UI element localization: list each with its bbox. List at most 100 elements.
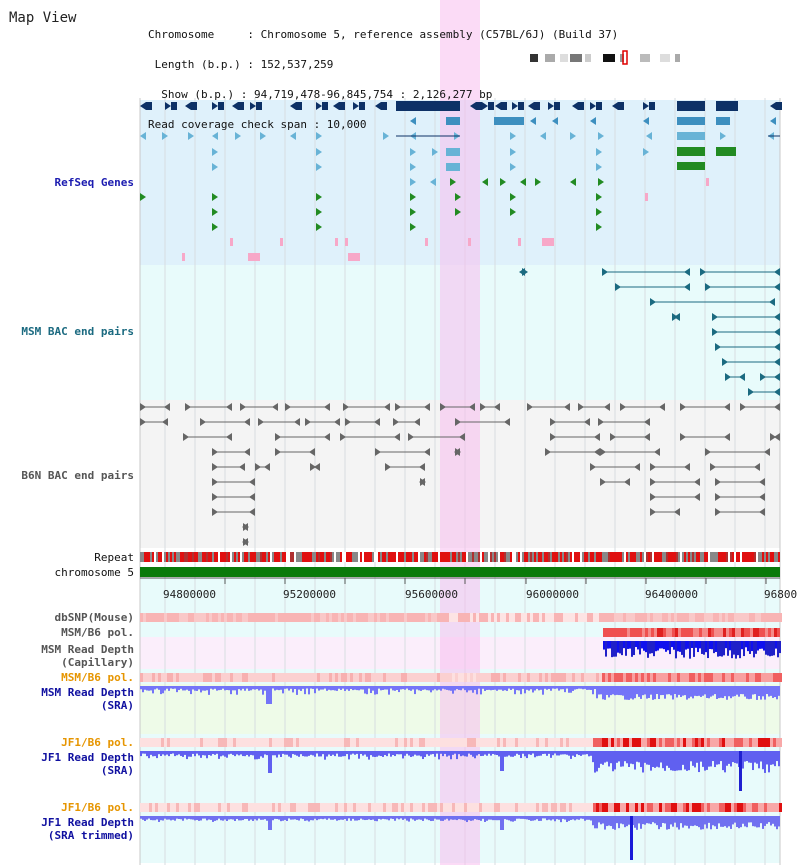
bac-end[interactable] — [739, 373, 745, 381]
bac-end[interactable] — [164, 403, 170, 411]
gene-arrow[interactable] — [188, 132, 194, 140]
gene-arrow[interactable] — [570, 132, 576, 140]
bac-end[interactable] — [774, 328, 780, 336]
bac-end[interactable] — [615, 283, 621, 291]
bac-end[interactable] — [334, 418, 340, 426]
gene-arrow[interactable] — [643, 102, 649, 110]
bac-end[interactable] — [374, 418, 380, 426]
gene-arrow[interactable] — [235, 132, 241, 140]
gene-arrow[interactable] — [590, 102, 596, 110]
bac-end[interactable] — [659, 403, 665, 411]
bac-end[interactable] — [272, 403, 278, 411]
bac-end[interactable] — [754, 463, 760, 471]
bac-end[interactable] — [395, 403, 401, 411]
gene-arrow[interactable] — [410, 208, 416, 216]
gene-arrow[interactable] — [530, 117, 536, 125]
gene-arrow[interactable] — [212, 102, 218, 110]
gene-arrow[interactable] — [643, 117, 649, 125]
gene-arrow[interactable] — [552, 117, 558, 125]
gene-arrow[interactable] — [455, 208, 461, 216]
bac-end[interactable] — [712, 328, 718, 336]
bac-end[interactable] — [345, 418, 351, 426]
gene-arrow[interactable] — [590, 117, 596, 125]
bac-end[interactable] — [769, 298, 775, 306]
track-label-msm-pol-2[interactable]: MSM/B6 pol. — [61, 671, 134, 684]
bac-end[interactable] — [459, 433, 465, 441]
bac-end[interactable] — [694, 493, 700, 501]
bac-end[interactable] — [419, 463, 425, 471]
gene-arrow[interactable] — [316, 193, 322, 201]
gene-arrow[interactable] — [333, 102, 339, 110]
bac-end[interactable] — [770, 433, 776, 441]
bac-end[interactable] — [469, 403, 475, 411]
bac-end[interactable] — [384, 403, 390, 411]
bac-end[interactable] — [712, 313, 718, 321]
bac-end[interactable] — [212, 508, 218, 516]
bac-end[interactable] — [424, 403, 430, 411]
bac-end[interactable] — [550, 418, 556, 426]
bac-end[interactable] — [725, 373, 731, 381]
gene-arrow[interactable] — [548, 102, 554, 110]
gene-arrow[interactable] — [510, 193, 516, 201]
gene-arrow[interactable] — [596, 163, 602, 171]
bac-end[interactable] — [226, 433, 232, 441]
gene-arrow[interactable] — [212, 148, 218, 156]
gene-arrow[interactable] — [316, 148, 322, 156]
bac-end[interactable] — [212, 493, 218, 501]
gene-arrow[interactable] — [410, 148, 416, 156]
bac-end[interactable] — [700, 268, 706, 276]
bac-end[interactable] — [285, 403, 291, 411]
bac-end[interactable] — [545, 448, 551, 456]
bac-end[interactable] — [674, 313, 680, 321]
bac-end[interactable] — [455, 418, 461, 426]
bac-end[interactable] — [212, 463, 218, 471]
bac-end[interactable] — [140, 403, 146, 411]
gene-arrow[interactable] — [455, 193, 461, 201]
track-label-msm-pol[interactable]: MSM/B6 pol. — [61, 626, 134, 639]
bac-end[interactable] — [200, 418, 206, 426]
bac-end[interactable] — [759, 493, 765, 501]
gene-arrow[interactable] — [165, 102, 171, 110]
bac-end[interactable] — [598, 418, 604, 426]
bac-end[interactable] — [774, 283, 780, 291]
gene-arrow[interactable] — [410, 223, 416, 231]
track-label-jf1-pol-2[interactable]: JF1/B6 pol. — [61, 801, 134, 814]
gene-arrow[interactable] — [570, 178, 576, 186]
bac-end[interactable] — [242, 523, 248, 531]
gene-arrow[interactable] — [140, 132, 146, 140]
gene-arrow[interactable] — [212, 223, 218, 231]
gene-arrow[interactable] — [495, 102, 501, 110]
gene-arrow[interactable] — [510, 132, 516, 140]
gene-arrow[interactable] — [528, 102, 534, 110]
gene-arrow[interactable] — [598, 132, 604, 140]
bac-end[interactable] — [424, 448, 430, 456]
bac-end[interactable] — [240, 403, 246, 411]
bac-end[interactable] — [275, 448, 281, 456]
bac-end[interactable] — [644, 418, 650, 426]
gene-arrow[interactable] — [510, 208, 516, 216]
track-label-msm-bac[interactable]: MSM BAC end pairs — [21, 325, 134, 338]
bac-end[interactable] — [610, 433, 616, 441]
bac-end[interactable] — [650, 478, 656, 486]
gene-arrow[interactable] — [470, 102, 476, 110]
gene-arrow[interactable] — [375, 102, 381, 110]
bac-end[interactable] — [748, 388, 754, 396]
gene-arrow[interactable] — [598, 178, 604, 186]
bac-end[interactable] — [419, 478, 425, 486]
gene-arrow[interactable] — [250, 102, 256, 110]
bac-end[interactable] — [590, 463, 596, 471]
gene-arrow[interactable] — [212, 163, 218, 171]
gene-arrow[interactable] — [596, 223, 602, 231]
gene-arrow[interactable] — [212, 132, 218, 140]
bac-end[interactable] — [759, 478, 765, 486]
gene-arrow[interactable] — [162, 132, 168, 140]
bac-end[interactable] — [650, 508, 656, 516]
bac-end[interactable] — [674, 508, 680, 516]
bac-end[interactable] — [594, 448, 600, 456]
gene-arrow[interactable] — [353, 102, 359, 110]
bac-end[interactable] — [644, 433, 650, 441]
gene-arrow[interactable] — [410, 117, 416, 125]
track-label-msm-depth-cap[interactable]: MSM Read Depth — [41, 643, 134, 656]
bac-end[interactable] — [275, 433, 281, 441]
gene-arrow[interactable] — [450, 178, 456, 186]
